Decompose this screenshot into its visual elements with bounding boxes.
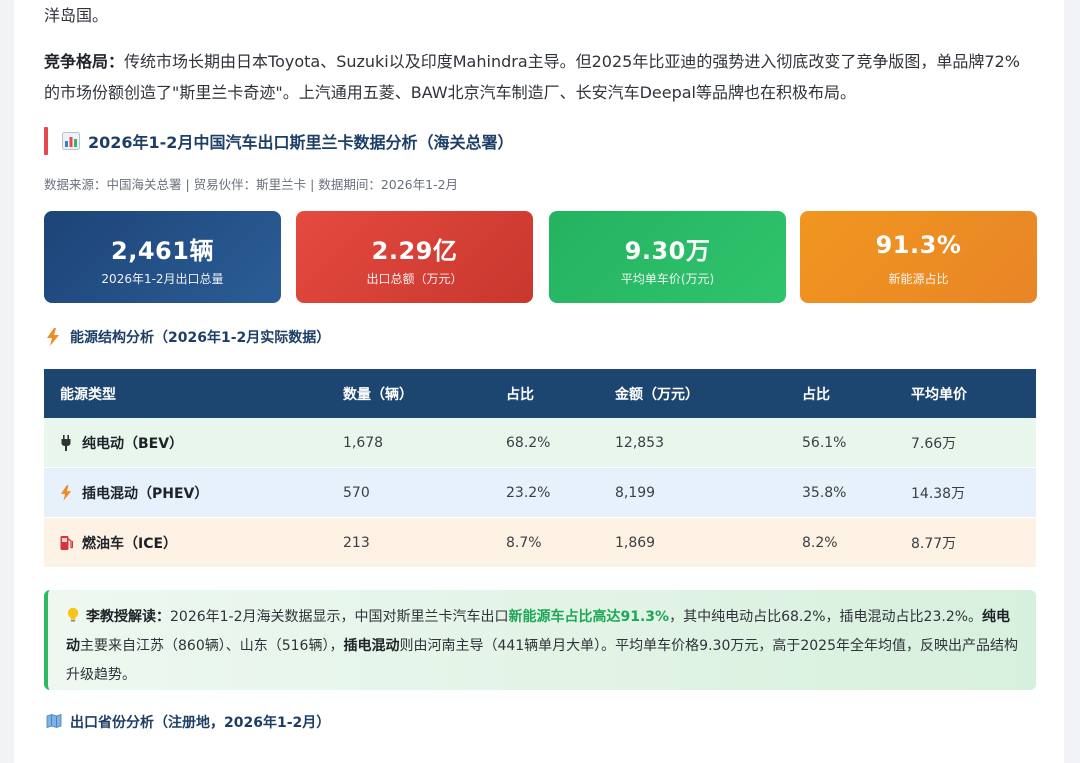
stat-label: 新能源占比 xyxy=(888,272,949,286)
cell-amount: 12,853 xyxy=(599,418,786,468)
stat-label: 出口总额（万元） xyxy=(366,272,463,286)
stat-card-total-amount: 2.29亿 出口总额（万元） xyxy=(296,211,533,303)
cell-amount-share: 35.8% xyxy=(786,467,895,518)
energy-structure-title: 能源结构分析（2026年1-2月实际数据） xyxy=(70,330,331,346)
table-header-cell: 数量（辆） xyxy=(327,369,490,418)
stat-value: 91.3% xyxy=(875,231,962,259)
insight-highlight: 新能源车占比高达91.3% xyxy=(508,609,670,625)
stat-label: 2026年1-2月出口总量 xyxy=(101,272,224,286)
stat-label: 平均单车价(万元) xyxy=(620,272,715,286)
competition-label: 竞争格局： xyxy=(44,52,125,71)
row-name: 纯电动（BEV） xyxy=(82,435,184,452)
table-header-cell: 平均单价 xyxy=(895,369,1036,418)
stat-card-nev-share: 91.3% 新能源占比 xyxy=(800,211,1037,303)
table-header-cell: 金额（万元） xyxy=(599,369,786,418)
section-heading: 2026年1-2月中国汽车出口斯里兰卡数据分析（海关总署） xyxy=(44,126,513,156)
insight-bold: 插电混动 xyxy=(343,638,400,654)
province-analysis-title: 出口省份分析（注册地，2026年1-2月） xyxy=(70,715,331,731)
cell-amount-share: 56.1% xyxy=(786,418,895,468)
province-analysis-heading: 出口省份分析（注册地，2026年1-2月） xyxy=(46,711,330,733)
table-header-cell: 能源类型 xyxy=(44,369,327,418)
intro-paragraph-tail: 洋岛国。 xyxy=(44,6,109,25)
competition-text: 传统市场长期由日本Toyota、Suzuki以及印度Mahindra主导。但20… xyxy=(44,52,1020,102)
cell-amount: 8,199 xyxy=(599,467,786,518)
heading-accent-bar xyxy=(44,127,48,155)
plug-icon xyxy=(60,434,74,451)
stat-value: 9.30万 xyxy=(624,237,711,265)
cell-avg-price: 14.38万 xyxy=(895,467,1036,518)
cell-qty-share: 23.2% xyxy=(490,467,599,518)
cell-avg-price: 7.66万 xyxy=(895,418,1036,468)
map-icon xyxy=(46,713,62,731)
cell-qty-share: 8.7% xyxy=(490,517,599,568)
insight-text: ，其中纯电动占比68.2%，插电混动占比23.2%。 xyxy=(669,609,983,625)
table-header-cell: 占比 xyxy=(490,369,599,418)
cell-amount-share: 8.2% xyxy=(786,517,895,568)
table-header-cell: 占比 xyxy=(786,369,895,418)
row-name: 燃油车（ICE） xyxy=(82,535,178,552)
fuel-pump-icon xyxy=(60,535,74,551)
table-header-row: 能源类型 数量（辆） 占比 金额（万元） 占比 平均单价 xyxy=(44,369,1036,418)
competition-paragraph: 竞争格局：传统市场长期由日本Toyota、Suzuki以及印度Mahindra主… xyxy=(44,46,1034,108)
energy-structure-heading: 能源结构分析（2026年1-2月实际数据） xyxy=(46,326,330,348)
insight-bold: 纯电动 xyxy=(66,609,1011,654)
cell-avg-price: 8.77万 xyxy=(895,517,1036,568)
stat-value: 2,461辆 xyxy=(111,237,214,265)
lightning-icon xyxy=(60,484,74,501)
cell-qty-share: 68.2% xyxy=(490,418,599,468)
lightbulb-icon xyxy=(66,605,80,622)
row-name: 插电混动（PHEV） xyxy=(82,485,209,502)
stat-card-avg-price: 9.30万 平均单车价(万元) xyxy=(549,211,786,303)
insight-text: 2026年1-2月海关数据显示，中国对斯里兰卡汽车出口 xyxy=(170,609,509,625)
energy-structure-table: 能源类型 数量（辆） 占比 金额（万元） 占比 平均单价 xyxy=(44,369,1036,568)
section-title: 2026年1-2月中国汽车出口斯里兰卡数据分析（海关总署） xyxy=(88,133,514,152)
lightning-icon xyxy=(46,328,62,346)
data-source-line: 数据来源：中国海关总署 | 贸易伙伴：斯里兰卡 | 数据期间：2026年1-2月 xyxy=(44,177,459,192)
table-row: 纯电动（BEV） 1,678 68.2% 12,853 56.1% 7.66万 xyxy=(44,418,1036,468)
insight-text: 则由河南主导（441辆单月大单）。平均单车价格9.30万元，高于2025年全年均… xyxy=(66,638,1018,683)
insight-text: 主要来自江苏（860辆）、山东（516辆）， xyxy=(80,638,344,654)
stat-card-total-volume: 2,461辆 2026年1-2月出口总量 xyxy=(44,211,281,303)
stat-value: 2.29亿 xyxy=(371,237,458,265)
table-row: 插电混动（PHEV） 570 23.2% 8,199 35.8% 14.38万 xyxy=(44,467,1036,518)
cell-qty: 570 xyxy=(327,467,490,518)
cell-amount: 1,869 xyxy=(599,517,786,568)
table-row: 燃油车（ICE） 213 8.7% 1,869 8.2% 8.77万 xyxy=(44,517,1036,568)
article-card: 洋岛国。 竞争格局：传统市场长期由日本Toyota、Suzuki以及印度Mahi… xyxy=(14,0,1064,763)
professor-insight-box: 李教授解读：2026年1-2月海关数据显示，中国对斯里兰卡汽车出口新能源车占比高… xyxy=(44,590,1036,690)
bar-chart-icon xyxy=(62,132,80,150)
cell-qty: 213 xyxy=(327,517,490,568)
insight-label: 李教授解读： xyxy=(86,609,170,625)
cell-qty: 1,678 xyxy=(327,418,490,468)
